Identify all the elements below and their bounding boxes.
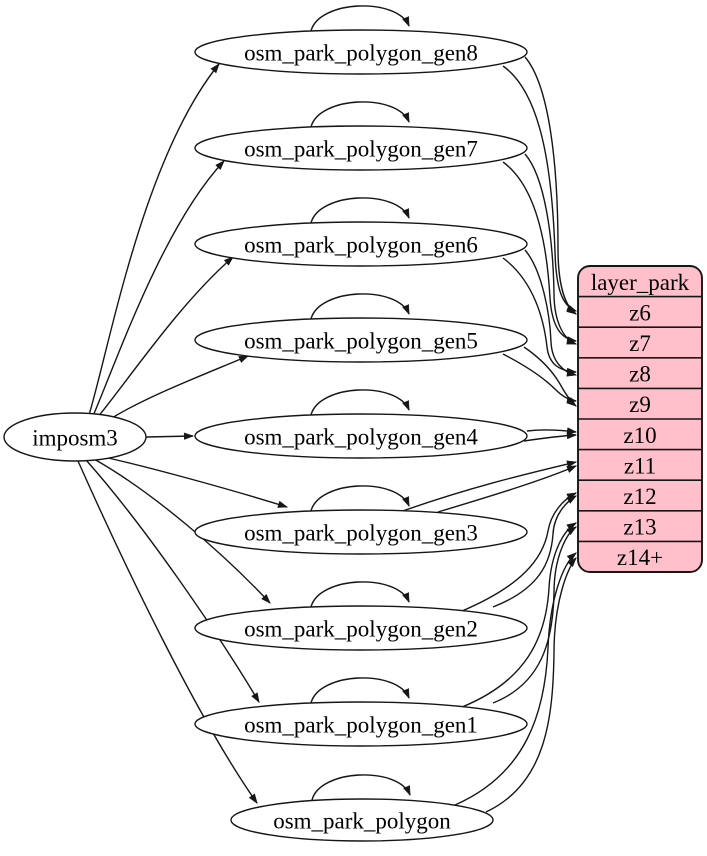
edge-osm_park_polygon_gen6-z8-2 bbox=[524, 249, 578, 377]
edge-osm_park_polygon_gen8-z6-2 bbox=[524, 56, 577, 315]
edge-osm_park_polygon_gen7-z7-1 bbox=[502, 161, 578, 344]
node-osm_park_polygon: osm_park_polygon bbox=[230, 798, 494, 842]
layer-row-z8: z8 bbox=[629, 362, 651, 387]
self-loop-osm_park_polygon_gen1 bbox=[310, 677, 410, 704]
edge-imposm3-osm_park_polygon bbox=[77, 460, 258, 804]
node-osm_park_polygon_gen7: osm_park_polygon_gen7 bbox=[194, 125, 528, 171]
edge-osm_park_polygon_gen1-z13-1 bbox=[461, 522, 577, 708]
edge-imposm3-osm_park_polygon_gen4 bbox=[145, 432, 195, 440]
layer-row-z7: z7 bbox=[629, 331, 651, 356]
edge-imposm3-osm_park_polygon_gen2 bbox=[93, 458, 271, 604]
self-loop-osm_park_polygon_gen6 bbox=[310, 197, 410, 224]
edge-osm_park_polygon_gen2-z12-1 bbox=[461, 492, 578, 612]
node-ellipse bbox=[194, 509, 528, 555]
edge-osm_park_polygon_gen8-z6-1 bbox=[502, 65, 578, 312]
node-ellipse bbox=[194, 413, 528, 459]
edge-osm_park_polygon_gen7-z7-2 bbox=[524, 153, 578, 345]
node-label: osm_park_polygon_gen6 bbox=[244, 233, 478, 258]
layer-row-z11: z11 bbox=[624, 453, 656, 478]
edge-imposm3-osm_park_polygon_gen7 bbox=[92, 160, 225, 417]
edge-osm_park_polygon_gen2-z12-2 bbox=[492, 495, 577, 608]
node-osm_park_polygon_gen1: osm_park_polygon_gen1 bbox=[194, 701, 528, 747]
node-osm_park_polygon_gen5: osm_park_polygon_gen5 bbox=[194, 317, 528, 363]
node-ellipse bbox=[194, 221, 528, 267]
self-loop-osm_park_polygon_gen5 bbox=[310, 293, 410, 320]
node-osm_park_polygon_gen4: osm_park_polygon_gen4 bbox=[194, 413, 528, 459]
edge-osm_park_polygon_gen4-z10-1 bbox=[526, 427, 578, 435]
self-loop-osm_park_polygon bbox=[311, 774, 411, 801]
node-label: osm_park_polygon_gen1 bbox=[244, 713, 478, 738]
self-loop-osm_park_polygon_gen8 bbox=[310, 5, 410, 32]
node-label: osm_park_polygon bbox=[273, 809, 451, 834]
node-ellipse bbox=[194, 605, 528, 651]
layer-row-z10: z10 bbox=[623, 423, 656, 448]
edge-osm_park_polygon_gen3-z11-1 bbox=[399, 460, 578, 513]
layer-row-z13: z13 bbox=[623, 515, 656, 540]
node-osm_park_polygon_gen8: osm_park_polygon_gen8 bbox=[194, 29, 528, 75]
edge-osm_park_polygon-z14+-2 bbox=[485, 557, 577, 813]
node-osm_park_polygon_gen3: osm_park_polygon_gen3 bbox=[194, 509, 528, 555]
edge-osm_park_polygon-z14+-1 bbox=[454, 552, 577, 806]
node-ellipse bbox=[3, 412, 147, 462]
edge-osm_park_polygon_gen1-z13-2 bbox=[492, 526, 577, 704]
layer-table-title: layer_park bbox=[591, 270, 690, 295]
edge-osm_park_polygon_gen4-z10-2 bbox=[523, 431, 578, 442]
layer-row-z9: z9 bbox=[629, 392, 651, 417]
node-ellipse bbox=[230, 798, 494, 842]
edge-imposm3-osm_park_polygon_gen6 bbox=[96, 256, 234, 419]
node-ellipse bbox=[194, 317, 528, 363]
edges-layer bbox=[77, 5, 578, 813]
edge-imposm3-osm_park_polygon_gen5 bbox=[106, 355, 250, 422]
node-label: osm_park_polygon_gen8 bbox=[244, 41, 478, 66]
node-label: osm_park_polygon_gen4 bbox=[244, 425, 478, 450]
node-imposm3: imposm3 bbox=[3, 412, 147, 462]
layer-row-z14+: z14+ bbox=[617, 545, 663, 570]
layer-row-z12: z12 bbox=[623, 484, 656, 509]
node-ellipse bbox=[194, 125, 528, 171]
edge-imposm3-osm_park_polygon_gen8 bbox=[88, 63, 220, 416]
self-loop-osm_park_polygon_gen4 bbox=[310, 389, 410, 416]
edge-osm_park_polygon_gen5-z9-1 bbox=[502, 353, 578, 404]
node-label: osm_park_polygon_gen5 bbox=[244, 329, 478, 354]
layer-row-z6: z6 bbox=[629, 300, 651, 325]
self-loop-osm_park_polygon_gen3 bbox=[310, 485, 410, 512]
node-label: imposm3 bbox=[32, 426, 118, 451]
edge-osm_park_polygon_gen5-z9-2 bbox=[523, 346, 577, 407]
self-loop-osm_park_polygon_gen7 bbox=[310, 101, 410, 128]
node-osm_park_polygon_gen2: osm_park_polygon_gen2 bbox=[194, 605, 528, 651]
nodes-layer: imposm3 osm_park_polygon_gen8 osm_park_pol… bbox=[3, 29, 528, 842]
node-ellipse bbox=[194, 29, 528, 75]
node-label: osm_park_polygon_gen3 bbox=[244, 521, 478, 546]
node-label: osm_park_polygon_gen2 bbox=[244, 617, 478, 642]
self-loop-osm_park_polygon_gen2 bbox=[310, 581, 410, 608]
node-osm_park_polygon_gen6: osm_park_polygon_gen6 bbox=[194, 221, 528, 267]
node-label: osm_park_polygon_gen7 bbox=[244, 137, 478, 162]
edge-osm_park_polygon_gen3-z11-2 bbox=[437, 465, 578, 513]
layer-table-group: layer_park z6 z7 z8 z9 z10 z11 z12 z13 z14+ bbox=[577, 265, 703, 573]
edge-imposm3-osm_park_polygon_gen1 bbox=[85, 459, 260, 703]
edge-imposm3-osm_park_polygon_gen3 bbox=[103, 456, 289, 508]
edge-osm_park_polygon_gen6-z8-1 bbox=[502, 257, 578, 376]
node-ellipse bbox=[194, 701, 528, 747]
